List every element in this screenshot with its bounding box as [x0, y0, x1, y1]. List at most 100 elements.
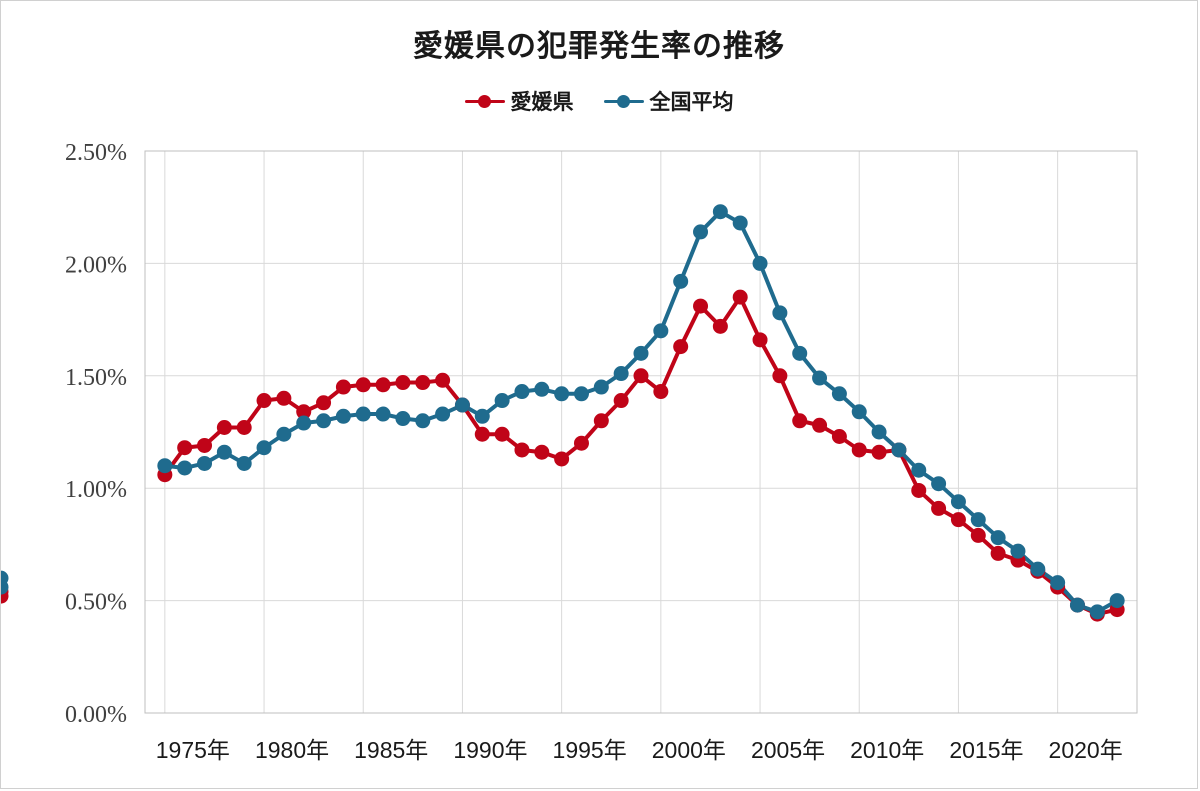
- data-point-national-average: [395, 411, 411, 427]
- data-point-national-average: [931, 476, 947, 492]
- data-point-national-average: [633, 345, 649, 361]
- data-point-national-average: [514, 384, 530, 400]
- data-point-national-average: [911, 462, 927, 478]
- data-point-national-average: [871, 424, 887, 440]
- data-point-ehime: [335, 379, 351, 395]
- gridlines: [145, 150, 1137, 714]
- data-point-ehime: [474, 426, 490, 442]
- data-point-ehime: [395, 375, 411, 391]
- data-point-ehime: [831, 429, 847, 444]
- data-point-national-average: [831, 386, 847, 402]
- data-point-ehime: [752, 332, 768, 348]
- data-point-ehime: [375, 377, 391, 393]
- data-point-national-average: [355, 406, 371, 422]
- data-point-national-average: [236, 455, 252, 471]
- data-point-national-average: [375, 406, 391, 422]
- data-point-ehime: [494, 426, 510, 442]
- data-point-national-average: [732, 215, 748, 231]
- y-axis-tick-label: 2.00%: [65, 252, 127, 278]
- data-point-national-average: [494, 393, 510, 409]
- y-axis-tick-labels: 0.00% 0.50% 1.00% 1.50% 2.00% 2.50%: [65, 140, 127, 728]
- data-point-ehime: [573, 435, 589, 451]
- data-point-ehime: [316, 395, 332, 411]
- x-axis-tick-label: 1995年: [553, 737, 627, 763]
- x-axis-tick-label: 1975年: [156, 737, 230, 763]
- data-point-ehime: [296, 404, 312, 420]
- data-point-ehime: [197, 437, 213, 453]
- data-point-national-average: [1030, 561, 1046, 577]
- data-point-national-average: [534, 381, 550, 397]
- x-axis-tick-labels: 1975年 1980年 1985年 1990年 1995年 2000年 2005年 2010年…: [156, 737, 1123, 763]
- data-point-national-average: [177, 460, 193, 476]
- legend-label-national-average: 全国平均: [649, 91, 734, 114]
- data-point-ehime: [276, 390, 292, 406]
- x-axis-tick-label: 2010年: [850, 737, 924, 763]
- data-point-national-average: [1089, 604, 1105, 620]
- data-point-ehime: [871, 444, 887, 460]
- data-point-national-average: [1109, 593, 1125, 609]
- data-point-ehime: [236, 420, 252, 435]
- data-point-national-average: [950, 494, 966, 510]
- data-point-ehime: [415, 375, 431, 391]
- data-point-national-average: [197, 455, 213, 471]
- series-line-ehime: [162, 295, 1120, 617]
- data-point-national-average: [296, 415, 312, 431]
- data-point-national-average: [891, 442, 907, 458]
- data-point-national-average: [573, 386, 589, 402]
- data-point-ehime: [554, 451, 570, 467]
- data-point-national-average: [1, 570, 9, 586]
- data-point-ehime: [931, 500, 947, 516]
- legend-marker-blue-line-icon: [603, 93, 644, 109]
- data-point-national-average: [216, 444, 232, 460]
- data-point-ehime: [911, 482, 927, 498]
- data-point-ehime: [216, 420, 232, 435]
- data-series-group: [1, 204, 1125, 622]
- y-axis-tick-label: 1.50%: [65, 365, 127, 391]
- x-axis-tick-label: 1985年: [354, 737, 428, 763]
- data-point-national-average: [276, 426, 292, 442]
- data-point-ehime: [653, 384, 669, 400]
- data-point-national-average: [1069, 597, 1085, 613]
- data-point-national-average: [435, 406, 451, 422]
- data-point-ehime: [950, 512, 966, 528]
- data-point-ehime: [355, 377, 371, 393]
- legend-item-national-average[interactable]: 全国平均: [603, 86, 734, 116]
- data-point-ehime: [851, 442, 867, 458]
- data-point-national-average: [653, 323, 669, 339]
- x-axis-tick-label: 1980年: [255, 737, 329, 763]
- data-point-national-average: [990, 530, 1006, 546]
- legend-label-ehime: 愛媛県: [510, 91, 574, 114]
- data-point-national-average: [772, 305, 788, 321]
- data-point-ehime: [613, 393, 629, 409]
- data-point-ehime: [970, 527, 986, 543]
- x-axis-tick-label: 1990年: [453, 737, 527, 763]
- data-point-national-average: [316, 413, 332, 429]
- data-point-national-average: [712, 204, 728, 220]
- data-point-national-average: [1010, 543, 1026, 559]
- x-axis-tick-label: 2000年: [652, 737, 726, 763]
- data-point-national-average: [673, 273, 689, 289]
- data-point-ehime: [792, 413, 808, 429]
- data-point-national-average: [1050, 575, 1066, 591]
- legend-marker-red-line-icon: [464, 93, 505, 109]
- y-axis-tick-label: 1.00%: [65, 477, 127, 503]
- plot-border-rect: [144, 150, 1138, 714]
- data-point-ehime: [712, 318, 728, 334]
- data-point-ehime: [673, 339, 689, 355]
- data-point-national-average: [157, 458, 173, 474]
- data-point-national-average: [593, 379, 609, 395]
- page-title: 愛媛県の犯罪発生率の推移: [413, 30, 785, 63]
- chart-legend: 愛媛県 全国平均: [1, 86, 1197, 116]
- legend-item-ehime[interactable]: 愛媛県: [464, 86, 574, 116]
- data-point-ehime: [812, 417, 828, 433]
- x-axis-tick-label: 2005年: [751, 737, 825, 763]
- data-point-ehime: [990, 545, 1006, 561]
- y-axis-tick-label: 2.50%: [65, 140, 127, 166]
- data-point-ehime: [534, 444, 550, 460]
- data-point-ehime: [514, 442, 530, 458]
- data-point-ehime: [772, 368, 788, 384]
- data-point-ehime: [732, 289, 748, 305]
